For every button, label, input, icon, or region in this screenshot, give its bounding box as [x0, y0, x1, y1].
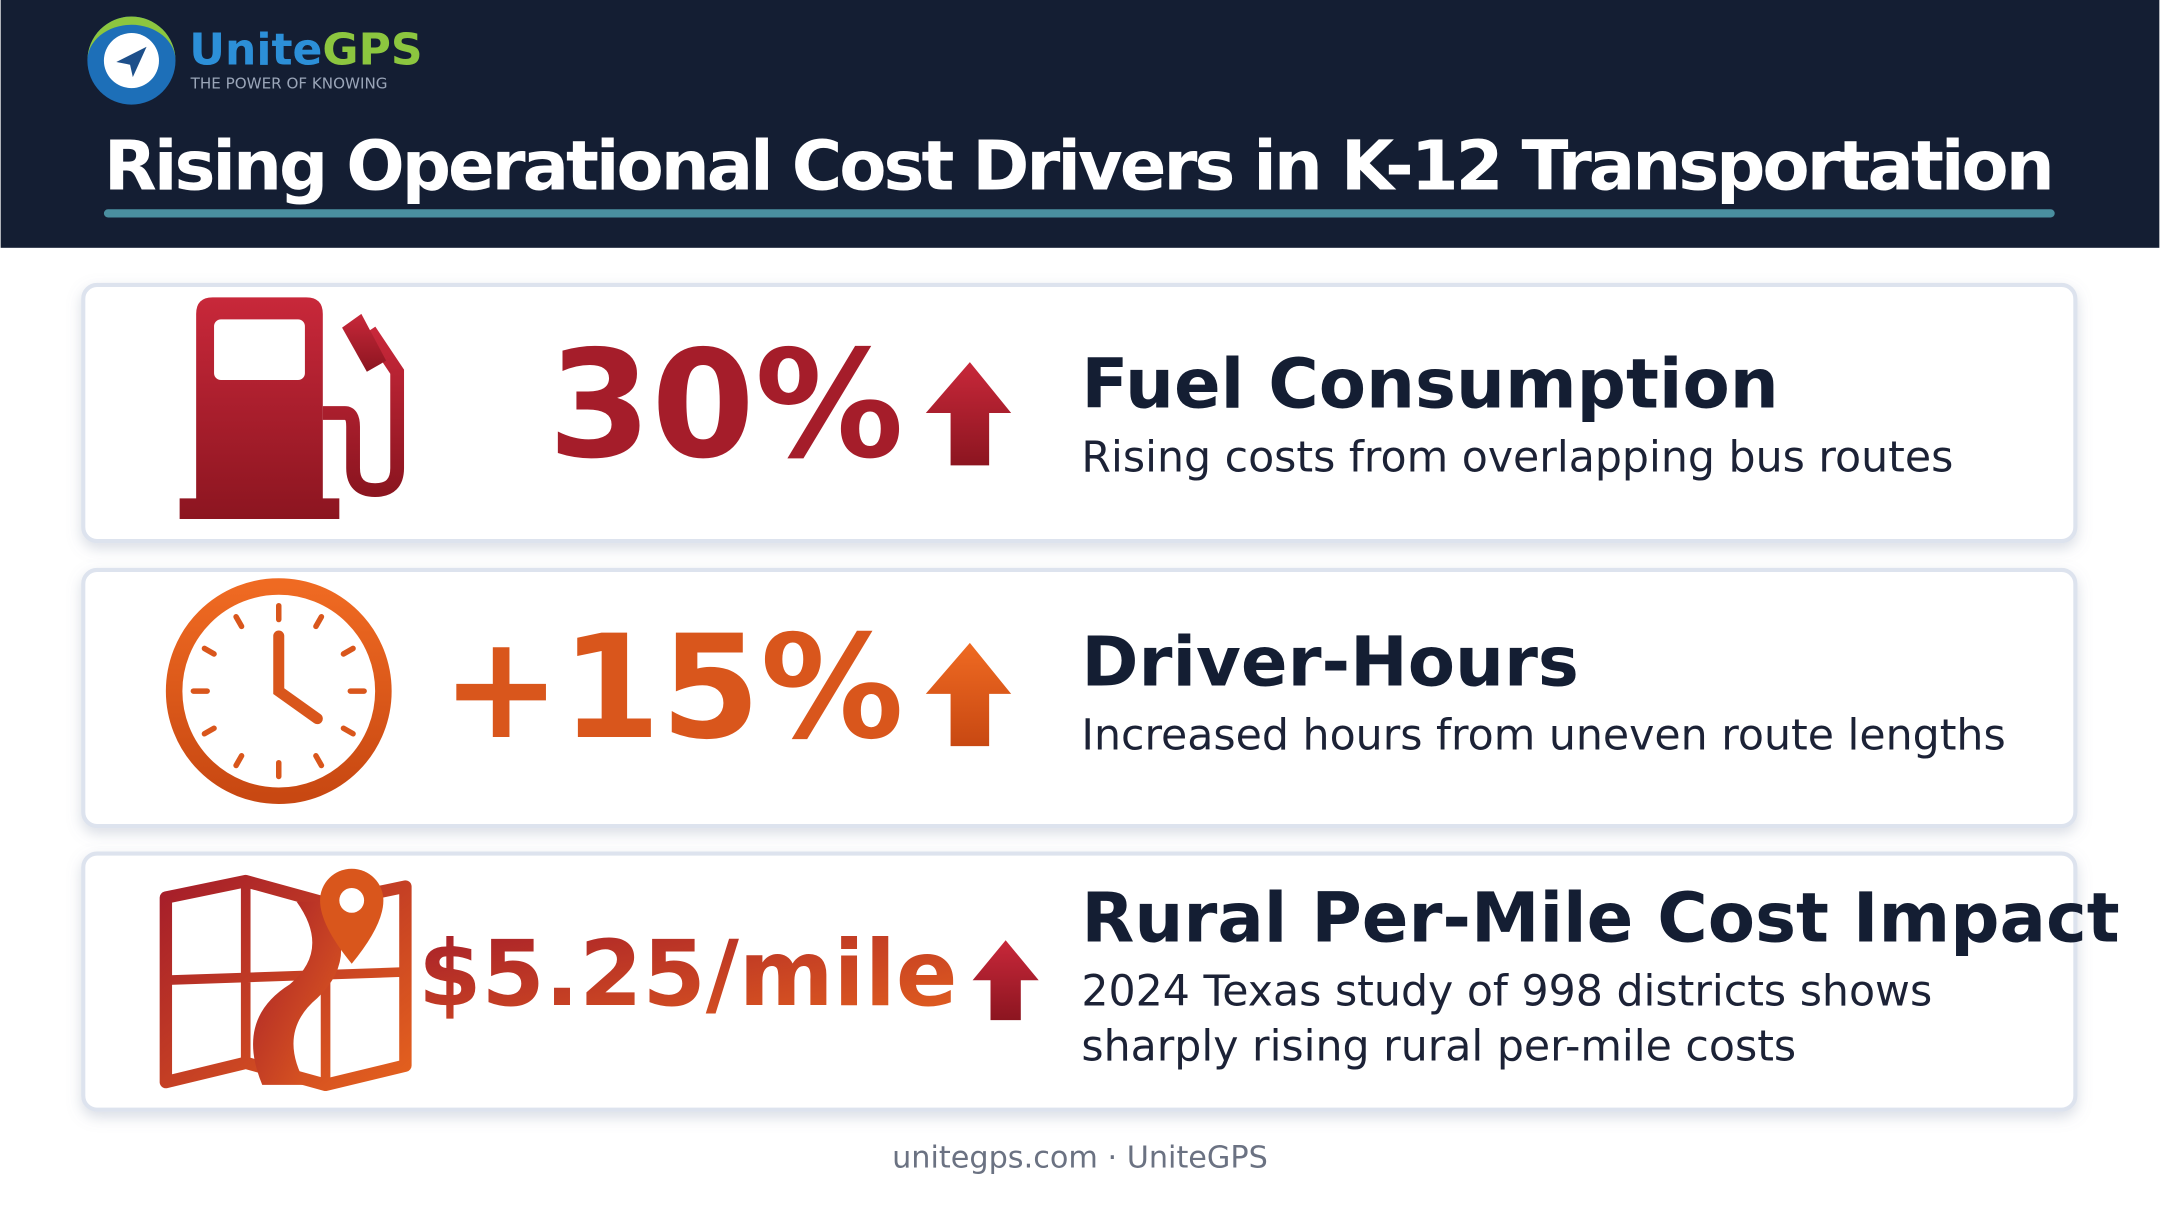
card: [81, 851, 2078, 1112]
up-arrow: [972, 940, 1039, 1021]
logo: UniteGPS THE POWER OF KNOWING: [87, 16, 423, 105]
heading: Fuel Consumption: [1081, 344, 1778, 424]
title-underline: [103, 209, 2055, 218]
heading: Driver-Hours: [1081, 622, 1579, 702]
card: [81, 567, 2078, 829]
up-arrow: [925, 642, 1012, 747]
description: Rising costs from overlapping bus routes: [1081, 432, 1953, 482]
logo-tagline: THE POWER OF KNOWING: [190, 74, 388, 92]
heading: Rural Per-Mile Cost Impact: [1081, 878, 2119, 958]
description: 2024 Texas study of 998 districts shows: [1081, 966, 1932, 1016]
stat: +15%: [441, 604, 904, 771]
title: Rising Operational Cost Drivers in K-12 …: [104, 127, 2055, 207]
logo-name: UniteGPS: [189, 24, 422, 75]
logo-name-b: GPS: [322, 24, 422, 75]
fuel-icon: [179, 297, 405, 520]
footer: unitegps.com · UniteGPS: [892, 1141, 1268, 1176]
description: sharply rising rural per-mile costs: [1081, 1022, 1796, 1072]
logo-name-a: Unite: [189, 24, 322, 75]
up-arrow: [925, 362, 1012, 466]
description: Increased hours from uneven route length…: [1081, 710, 2005, 760]
logo-arrow: [116, 46, 147, 78]
stat: 30%: [548, 319, 904, 492]
card: [81, 282, 2078, 544]
logo-arc: [87, 16, 176, 61]
stat: $5.25/mile: [418, 922, 957, 1027]
clock-icon: [165, 578, 392, 804]
map-icon: [159, 868, 412, 1092]
header-bar: [0, 0, 2160, 248]
